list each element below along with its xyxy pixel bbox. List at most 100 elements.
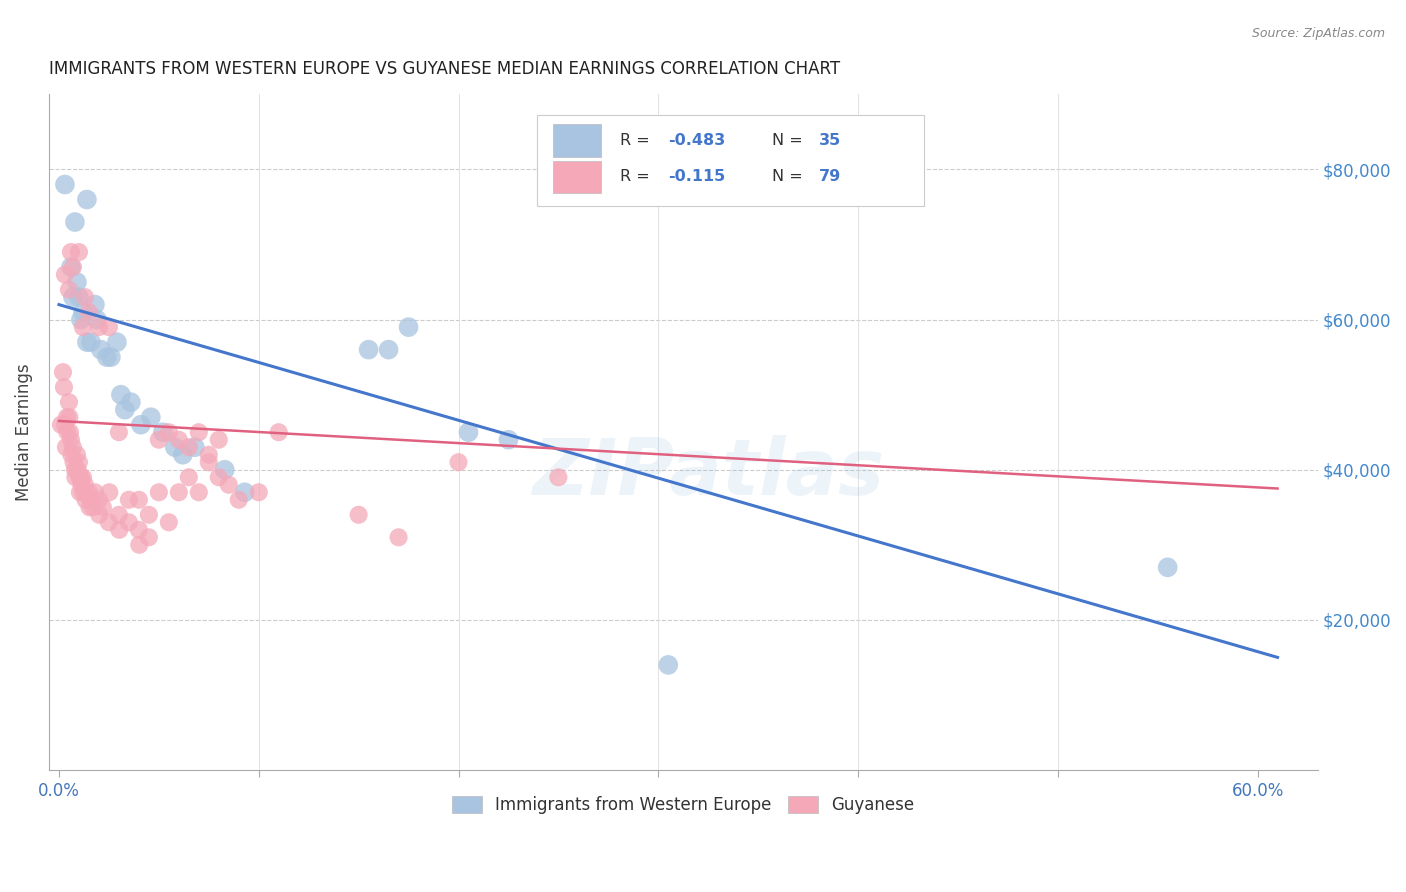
Point: [70, 312, 93, 326]
Point: [108, 523, 131, 537]
Point: [172, 448, 194, 462]
Point: [65, 470, 87, 484]
FancyBboxPatch shape: [553, 124, 600, 157]
Point: [139, 410, 162, 425]
Point: [89, 508, 111, 522]
Point: [357, 343, 380, 357]
Point: [96, 350, 118, 364]
Point: [108, 425, 131, 440]
Point: [69, 485, 91, 500]
Point: [214, 463, 236, 477]
Point: [105, 335, 128, 350]
Point: [114, 402, 136, 417]
Text: -0.115: -0.115: [668, 169, 725, 185]
Point: [447, 455, 470, 469]
Point: [67, 470, 90, 484]
Text: IMMIGRANTS FROM WESTERN EUROPE VS GUYANESE MEDIAN EARNINGS CORRELATION CHART: IMMIGRANTS FROM WESTERN EUROPE VS GUYANE…: [49, 60, 841, 78]
Point: [73, 477, 96, 491]
Point: [67, 455, 90, 469]
Point: [218, 477, 240, 491]
Point: [97, 516, 120, 530]
Point: [197, 455, 219, 469]
Point: [547, 470, 569, 484]
Point: [387, 530, 409, 544]
Point: [398, 320, 420, 334]
Point: [208, 433, 231, 447]
Text: Source: ZipAtlas.com: Source: ZipAtlas.com: [1251, 27, 1385, 40]
Point: [377, 343, 399, 357]
Point: [67, 245, 90, 260]
Point: [167, 485, 190, 500]
Point: [1157, 560, 1180, 574]
Point: [53, 178, 76, 192]
Point: [58, 283, 80, 297]
Point: [128, 492, 150, 507]
FancyBboxPatch shape: [553, 161, 600, 193]
Legend: Immigrants from Western Europe, Guyanese: Immigrants from Western Europe, Guyanese: [443, 788, 922, 822]
Point: [62, 440, 84, 454]
Point: [91, 500, 114, 515]
Point: [177, 440, 200, 454]
Point: [55, 440, 77, 454]
Point: [108, 508, 131, 522]
Point: [66, 448, 89, 462]
Point: [80, 492, 103, 507]
Point: [67, 290, 90, 304]
Point: [62, 290, 84, 304]
Point: [63, 215, 86, 229]
Point: [138, 530, 160, 544]
Point: [177, 470, 200, 484]
Point: [267, 425, 290, 440]
Point: [86, 312, 108, 326]
Point: [80, 335, 103, 350]
Point: [87, 320, 110, 334]
Point: [247, 485, 270, 500]
Text: R =: R =: [620, 133, 655, 148]
Point: [58, 395, 80, 409]
Point: [208, 470, 231, 484]
Point: [60, 448, 83, 462]
Point: [120, 395, 142, 409]
Point: [157, 425, 180, 440]
Point: [187, 485, 209, 500]
Point: [110, 387, 132, 401]
Point: [82, 500, 104, 515]
Point: [59, 433, 82, 447]
Point: [49, 417, 72, 432]
Point: [70, 470, 93, 484]
Point: [84, 297, 107, 311]
Point: [98, 485, 121, 500]
Y-axis label: Median Earnings: Median Earnings: [15, 363, 32, 501]
Point: [73, 290, 96, 304]
Point: [79, 500, 101, 515]
Point: [72, 320, 94, 334]
Point: [128, 523, 150, 537]
Point: [148, 485, 170, 500]
Point: [56, 410, 79, 425]
Point: [77, 305, 100, 319]
Point: [52, 380, 75, 394]
Text: N =: N =: [772, 133, 808, 148]
Text: ZIPatlas: ZIPatlas: [533, 434, 884, 511]
Point: [347, 508, 370, 522]
Point: [58, 410, 80, 425]
Point: [197, 448, 219, 462]
Point: [59, 425, 82, 440]
Text: 35: 35: [818, 133, 841, 148]
Point: [100, 350, 122, 364]
Point: [90, 343, 112, 357]
Point: [72, 305, 94, 319]
Text: -0.483: -0.483: [668, 133, 725, 148]
Point: [56, 425, 79, 440]
Text: N =: N =: [772, 169, 808, 185]
Point: [72, 470, 94, 484]
Text: R =: R =: [620, 169, 655, 185]
Point: [118, 492, 141, 507]
Point: [77, 485, 100, 500]
Point: [163, 440, 186, 454]
Point: [66, 463, 89, 477]
FancyBboxPatch shape: [537, 115, 924, 206]
Point: [84, 485, 107, 500]
Point: [66, 275, 89, 289]
Point: [167, 433, 190, 447]
